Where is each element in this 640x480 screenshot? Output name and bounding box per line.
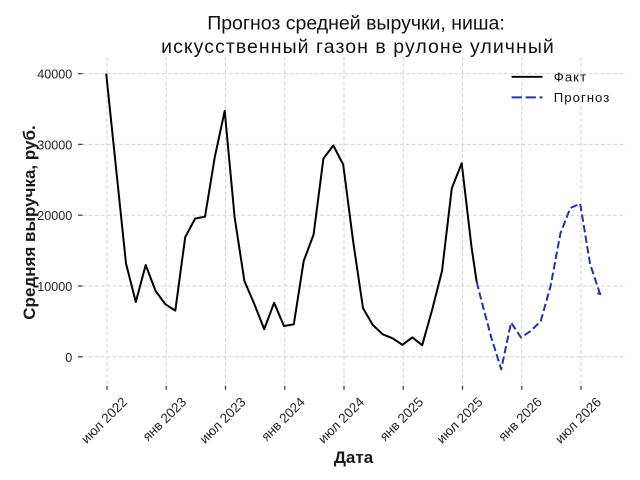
svg-text:30000: 30000 <box>37 138 72 152</box>
svg-text:Факт: Факт <box>554 69 587 84</box>
svg-text:0: 0 <box>65 351 72 365</box>
svg-text:20000: 20000 <box>37 209 72 223</box>
svg-text:10000: 10000 <box>37 280 72 294</box>
svg-text:Прогноз: Прогноз <box>554 90 610 105</box>
svg-text:Прогноз средней выручки, ниша:: Прогноз средней выручки, ниша: <box>207 13 505 35</box>
svg-text:Дата: Дата <box>334 448 374 467</box>
svg-text:40000: 40000 <box>37 68 72 82</box>
svg-text:искусственный газон в рулоне у: искусственный газон в рулоне уличный <box>161 36 555 58</box>
svg-text:Средняя выручка, руб.: Средняя выручка, руб. <box>20 125 39 319</box>
